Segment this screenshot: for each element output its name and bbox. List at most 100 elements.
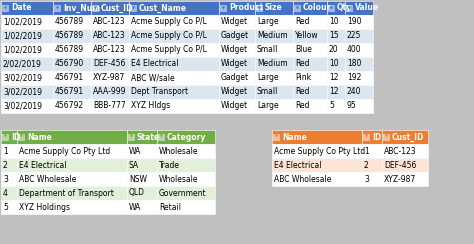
- Bar: [327, 57, 345, 71]
- Bar: [272, 158, 362, 172]
- Text: Acme Supply Co Pty Ltd: Acme Supply Co Pty Ltd: [274, 146, 365, 155]
- Bar: [345, 1, 373, 15]
- Bar: [1, 71, 53, 85]
- Bar: [1, 57, 53, 71]
- Bar: [53, 71, 91, 85]
- Text: 2: 2: [364, 161, 369, 170]
- Bar: [382, 158, 428, 172]
- Text: Cust_Name: Cust_Name: [139, 3, 187, 13]
- Bar: [92, 4, 99, 11]
- Text: E4 Electrical: E4 Electrical: [274, 161, 321, 170]
- Bar: [363, 133, 370, 141]
- Text: 95: 95: [347, 102, 357, 111]
- Bar: [1, 130, 17, 144]
- Bar: [255, 57, 293, 71]
- Text: Cust_ID: Cust_ID: [392, 132, 424, 142]
- Text: 3: 3: [364, 174, 369, 183]
- Bar: [91, 71, 129, 85]
- Bar: [328, 4, 335, 11]
- Bar: [219, 43, 255, 57]
- Text: 225: 225: [347, 31, 361, 41]
- Bar: [293, 85, 327, 99]
- Bar: [91, 15, 129, 29]
- Text: 3/02/2019: 3/02/2019: [3, 73, 42, 82]
- Text: Wholesale: Wholesale: [159, 146, 199, 155]
- Text: Government: Government: [159, 189, 207, 197]
- Text: ▼: ▼: [160, 135, 163, 139]
- Text: Pink: Pink: [295, 73, 311, 82]
- Bar: [157, 186, 215, 200]
- Text: Qty: Qty: [337, 3, 352, 12]
- Bar: [157, 130, 215, 144]
- Text: 456792: 456792: [55, 102, 84, 111]
- Text: Category: Category: [167, 132, 206, 142]
- Text: SA: SA: [129, 161, 139, 170]
- Text: Dept Transport: Dept Transport: [131, 88, 188, 96]
- Bar: [345, 85, 373, 99]
- Text: 12: 12: [329, 73, 338, 82]
- Text: ABC-123: ABC-123: [93, 18, 126, 27]
- Text: Gadget: Gadget: [221, 73, 249, 82]
- Text: 180: 180: [347, 60, 361, 69]
- Text: 20: 20: [329, 45, 338, 54]
- Text: XYZ-987: XYZ-987: [93, 73, 125, 82]
- Text: Name: Name: [27, 132, 52, 142]
- Bar: [1, 85, 53, 99]
- Text: ID: ID: [11, 132, 20, 142]
- Bar: [129, 57, 219, 71]
- Bar: [91, 99, 129, 113]
- Bar: [17, 172, 127, 186]
- Bar: [1, 15, 53, 29]
- Text: ▼: ▼: [56, 6, 59, 10]
- Text: Trade: Trade: [159, 161, 180, 170]
- Bar: [129, 71, 219, 85]
- Bar: [53, 1, 91, 15]
- Bar: [1, 29, 53, 43]
- Text: 5: 5: [329, 102, 334, 111]
- Text: 3: 3: [3, 174, 8, 183]
- Bar: [1, 158, 17, 172]
- Text: Medium: Medium: [257, 31, 288, 41]
- Bar: [53, 29, 91, 43]
- Bar: [345, 71, 373, 85]
- Bar: [255, 43, 293, 57]
- Bar: [129, 43, 219, 57]
- Bar: [17, 186, 127, 200]
- Bar: [362, 144, 382, 158]
- Bar: [127, 200, 157, 214]
- Text: Widget: Widget: [221, 102, 248, 111]
- Bar: [53, 43, 91, 57]
- Bar: [345, 43, 373, 57]
- Text: ABC Wholesale: ABC Wholesale: [19, 174, 76, 183]
- Bar: [127, 172, 157, 186]
- Text: Acme Supply Co P/L: Acme Supply Co P/L: [131, 31, 207, 41]
- Bar: [346, 4, 353, 11]
- Bar: [327, 15, 345, 29]
- Text: Large: Large: [257, 102, 279, 111]
- Text: 10: 10: [329, 18, 338, 27]
- Bar: [1, 43, 53, 57]
- Text: Wholesale: Wholesale: [159, 174, 199, 183]
- Text: Widget: Widget: [221, 18, 248, 27]
- Bar: [17, 158, 127, 172]
- Text: 10: 10: [329, 60, 338, 69]
- Text: 2/02/2019: 2/02/2019: [3, 60, 42, 69]
- Text: Size: Size: [265, 3, 283, 12]
- Bar: [1, 99, 53, 113]
- Text: Widget: Widget: [221, 88, 248, 96]
- Bar: [272, 130, 362, 144]
- Text: ▼: ▼: [94, 6, 97, 10]
- Text: 12: 12: [329, 88, 338, 96]
- Text: Large: Large: [257, 18, 279, 27]
- Text: Medium: Medium: [257, 60, 288, 69]
- Bar: [53, 57, 91, 71]
- Text: Acme Supply Co P/L: Acme Supply Co P/L: [131, 45, 207, 54]
- Bar: [255, 85, 293, 99]
- Bar: [129, 99, 219, 113]
- Bar: [129, 15, 219, 29]
- Bar: [2, 4, 9, 11]
- Text: Product: Product: [229, 3, 263, 12]
- Bar: [128, 133, 135, 141]
- Text: ▼: ▼: [4, 6, 7, 10]
- Text: Blue: Blue: [295, 45, 312, 54]
